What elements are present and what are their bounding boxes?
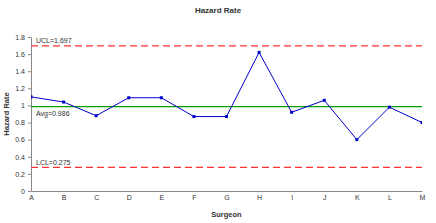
x-tick: I	[291, 191, 293, 201]
marker	[160, 96, 163, 99]
y-tick-mark	[28, 140, 31, 141]
reference-label: LCL=0.275	[36, 159, 71, 166]
marker	[225, 115, 228, 118]
y-tick-label: 0.2	[15, 171, 25, 178]
y-tick-mark	[28, 71, 31, 72]
y-tick-label: 0.4	[15, 154, 25, 161]
y-tick-mark	[28, 54, 31, 55]
y-tick-label: 0.6	[15, 136, 25, 143]
marker	[95, 114, 98, 117]
y-tick: 1.8	[15, 34, 31, 41]
marker	[192, 115, 195, 118]
marker	[31, 95, 33, 98]
y-tick-label: 1	[21, 102, 25, 109]
y-tick-label: 1.4	[15, 68, 25, 75]
y-tick: 0.6	[15, 136, 31, 143]
x-tick: J	[323, 191, 327, 201]
x-tick-label: C	[94, 194, 99, 201]
x-tick: F	[192, 191, 196, 201]
y-tick-mark	[28, 105, 31, 106]
x-axis: A B C D E F G H I J K L M	[29, 191, 425, 201]
x-tick-label: D	[127, 194, 132, 201]
x-tick: H	[257, 191, 262, 201]
y-tick-label: 1.6	[15, 51, 25, 58]
x-tick: E	[159, 191, 164, 201]
x-tick: B	[62, 191, 67, 201]
y-tick-label: 1.8	[15, 34, 25, 41]
y-axis-line	[31, 38, 32, 192]
y-tick-mark	[28, 88, 31, 89]
reference-line	[31, 106, 422, 107]
x-tick-label: F	[192, 194, 196, 201]
y-tick-mark	[28, 174, 31, 175]
y-tick-mark	[28, 191, 31, 192]
marker	[62, 101, 65, 104]
y-tick: 1	[21, 102, 31, 109]
x-tick: C	[94, 191, 99, 201]
x-axis-line	[32, 191, 423, 192]
x-tick: M	[420, 191, 426, 201]
y-tick: 0.8	[15, 119, 31, 126]
marker	[388, 106, 391, 109]
x-tick-label: B	[62, 194, 67, 201]
y-axis: 0 0.2 0.4 0.6 0.8 1 1.2 1.4 1.6 1.8	[15, 34, 31, 195]
x-tick-label: J	[323, 194, 327, 201]
title: Hazard Rate	[195, 6, 242, 15]
data-layer	[31, 46, 422, 168]
x-tick: K	[355, 191, 360, 201]
y-tick: 0.2	[15, 171, 31, 178]
y-tick-label: 0	[21, 188, 25, 195]
x-tick-label: L	[388, 194, 392, 201]
reference-labels: UCL=1.697 Avg=0.986 LCL=0.275	[36, 37, 72, 166]
x-tick: D	[127, 191, 132, 201]
y-tick-mark	[28, 37, 31, 38]
y-tick-mark	[28, 157, 31, 158]
marker	[290, 111, 293, 114]
x-tick-label: G	[224, 194, 229, 201]
plot-area: 0 0.2 0.4 0.6 0.8 1 1.2 1.4 1.6 1.8 A B C D E F G H I J K L M U…	[15, 34, 425, 202]
x-tick-label: I	[291, 194, 293, 201]
marker	[421, 121, 423, 124]
x-tick: G	[224, 191, 229, 201]
x-tick: L	[388, 191, 392, 201]
x-tick-label: A	[29, 194, 34, 201]
reference-line	[31, 167, 422, 168]
y-tick: 1.4	[15, 68, 31, 75]
y-axis-title: Hazard Rate	[2, 92, 11, 135]
marker	[258, 51, 261, 54]
reference-line	[31, 45, 422, 46]
series-line	[31, 52, 422, 139]
x-tick-label: E	[159, 194, 164, 201]
y-tick: 0.4	[15, 154, 31, 161]
x-tick-label: K	[355, 194, 360, 201]
x-tick-label: H	[257, 194, 262, 201]
reference-label: Avg=0.986	[36, 110, 70, 118]
y-tick: 1.2	[15, 85, 31, 92]
x-tick: A	[29, 191, 34, 201]
reference-label: UCL=1.697	[36, 37, 72, 44]
marker	[355, 138, 358, 141]
marker	[323, 99, 326, 102]
y-tick-mark	[28, 123, 31, 124]
marker	[127, 96, 130, 99]
chart: Hazard Rate 0 0.2 0.4 0.6 0.8 1 1.2 1.4 1.6 1.8 A B C…	[0, 0, 436, 223]
x-axis-title: Surgeon	[211, 210, 242, 219]
y-tick-label: 0.8	[15, 119, 25, 126]
y-tick-label: 1.2	[15, 85, 25, 92]
y-tick: 1.6	[15, 51, 31, 58]
x-tick-label: M	[420, 194, 426, 201]
